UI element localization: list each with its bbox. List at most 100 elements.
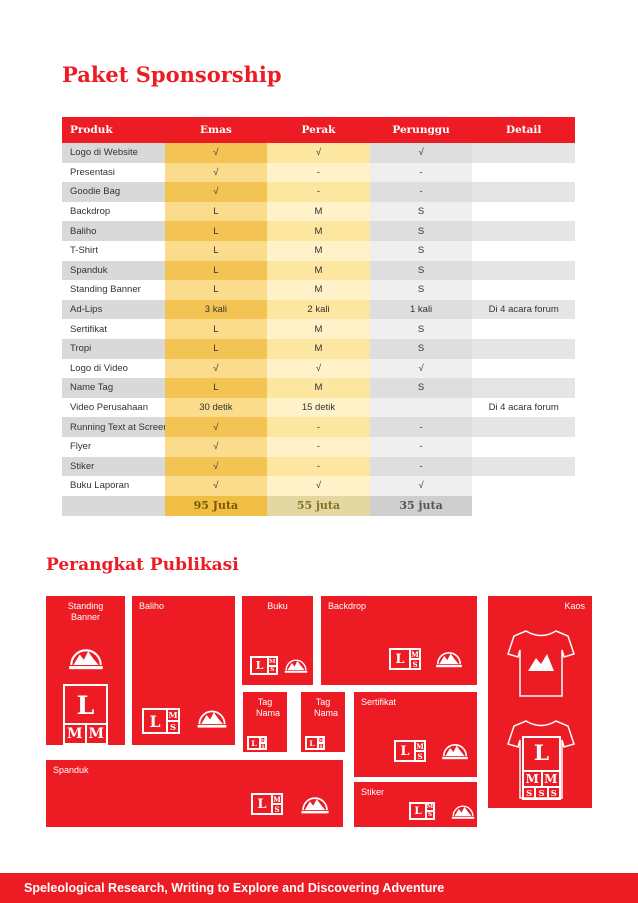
item-label: Backdrop xyxy=(328,601,367,611)
table-cell: Running Text at Screen xyxy=(62,417,165,437)
table-cell: - xyxy=(267,417,370,437)
table-cell: Di 4 acara forum xyxy=(472,397,575,418)
logo xyxy=(194,706,230,731)
item-label: Spanduk xyxy=(53,765,89,775)
table-row: Backdrop L M S xyxy=(62,201,575,222)
table-cell: √ xyxy=(164,182,268,202)
size-cell: S xyxy=(64,743,79,758)
logo-graphic xyxy=(284,659,308,673)
size-cell: S xyxy=(92,743,107,758)
table-cell: Goodie Bag xyxy=(62,182,165,202)
size-cell: L xyxy=(143,709,167,733)
table-cell: - xyxy=(267,162,370,183)
table-cell: M xyxy=(267,260,370,281)
size-cell: M xyxy=(318,737,324,743)
table-cell: M xyxy=(267,378,370,398)
table-cell: √ xyxy=(164,476,268,496)
table-cell: - xyxy=(369,417,473,437)
size-cell: S xyxy=(535,787,548,800)
publication-item: Tag Nama L M S xyxy=(243,692,287,752)
table-row: Sertifikat L M S xyxy=(62,319,575,339)
table-cell: √ xyxy=(267,476,370,496)
size-cell: L xyxy=(523,737,560,771)
size-cell: S xyxy=(268,665,277,674)
logo xyxy=(282,656,310,676)
publication-item: Tag Nama L M S xyxy=(301,692,345,752)
total-cell: 95 Juta xyxy=(164,495,268,516)
table-row: Video Perusahaan 30 detik 15 detik Di 4 aca… xyxy=(62,397,575,418)
table-cell: Name Tag xyxy=(62,378,165,398)
table-cell: M xyxy=(267,201,370,222)
table-cell: M xyxy=(267,240,370,261)
size-cell: S xyxy=(426,811,434,819)
size-cell: S xyxy=(547,787,560,800)
size-cell: M xyxy=(523,770,542,788)
size-cell: S xyxy=(260,743,266,749)
table-row: Goodie Bag √ - - xyxy=(62,182,575,202)
table-cell xyxy=(472,378,575,398)
size-cell: L xyxy=(64,685,107,725)
logo-graphic xyxy=(197,710,227,728)
table-cell: √ xyxy=(369,358,473,379)
table-cell: S xyxy=(369,319,473,339)
size-cell: M xyxy=(167,709,179,721)
table-cell: S xyxy=(369,260,473,281)
shirt-graphic xyxy=(507,630,575,799)
item-label: Sertifikat xyxy=(361,697,397,707)
size-cell: M xyxy=(268,657,277,666)
table-row: Flyer √ - - xyxy=(62,436,575,457)
size-cell: L xyxy=(410,803,426,819)
table-cell: - xyxy=(267,182,370,202)
table-cell xyxy=(472,338,575,359)
table-row: Baliho L M S xyxy=(62,221,575,241)
table-cell: Stiker xyxy=(62,456,165,477)
logo-graphic xyxy=(301,797,329,814)
publication-item: Kaos L M M S S S xyxy=(488,596,592,808)
publication-item: Buku L M S xyxy=(242,596,313,685)
item-label: Tag Nama xyxy=(314,697,339,718)
table-row: Presentasi √ - - xyxy=(62,162,575,183)
total-row: 95 Juta 55 juta 35 juta xyxy=(62,495,575,516)
column-header: Perak xyxy=(267,117,370,143)
table-cell xyxy=(472,456,575,477)
item-label: Kaos xyxy=(564,601,585,611)
publication-item: Baliho L M S xyxy=(132,596,235,745)
publication-item: Backdrop L M S xyxy=(321,596,477,685)
table-cell xyxy=(472,260,575,281)
table-cell xyxy=(472,182,575,202)
table-cell: Buku Laporan xyxy=(62,476,165,496)
section-title: Perangkat Publikasi xyxy=(46,555,239,575)
table-row: Buku Laporan √ √ √ xyxy=(62,476,575,496)
table-cell: √ xyxy=(369,143,473,163)
table-row: Ad-Lips 3 kali 2 kali 1 kali Di 4 acara foru… xyxy=(62,299,575,320)
table-cell: Logo di Video xyxy=(62,358,165,379)
header-row: Produk Emas Perak Perunggu Detail xyxy=(62,117,575,143)
size-cell: L xyxy=(251,657,268,674)
table-cell: √ xyxy=(369,476,473,496)
size-cell: S xyxy=(523,787,536,800)
table-cell: L xyxy=(164,260,268,281)
table-cell: S xyxy=(369,280,473,300)
table-cell: Flyer xyxy=(62,436,165,457)
table-cell: L xyxy=(164,201,268,222)
item-label: Stiker xyxy=(361,787,385,797)
publication-item: Spanduk L M S xyxy=(46,760,343,827)
footer: Speleological Research, Writing to Explo… xyxy=(0,873,638,903)
table-cell: Logo di Website xyxy=(62,143,165,163)
table-cell: L xyxy=(164,221,268,241)
shirts xyxy=(506,626,576,803)
size-cell: M xyxy=(85,724,107,744)
table-row: T-Shirt L M S xyxy=(62,240,575,261)
size-cell: L xyxy=(390,649,410,669)
size-cell: L xyxy=(395,741,415,761)
